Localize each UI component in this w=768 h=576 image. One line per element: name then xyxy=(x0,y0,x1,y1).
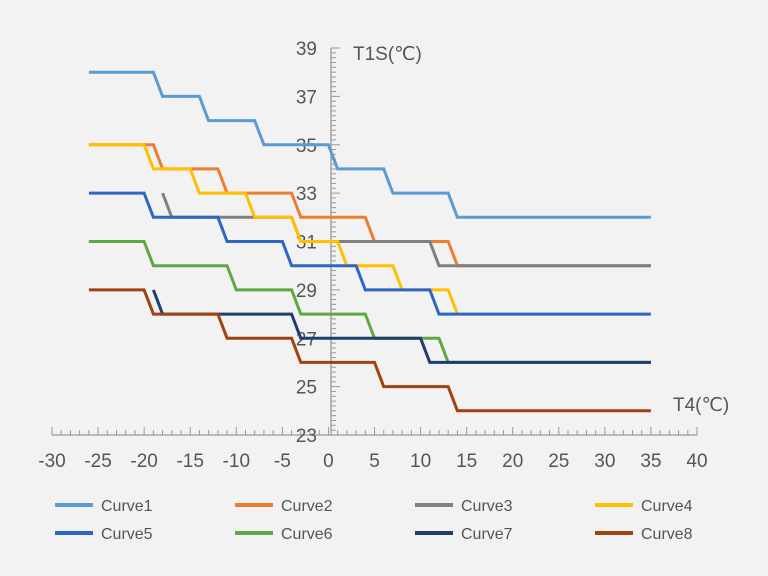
x-tick-label: -15 xyxy=(176,451,203,472)
series-layer xyxy=(88,70,651,413)
x-axis-title: T4(℃) xyxy=(673,395,729,416)
legend-label: Curve7 xyxy=(461,526,513,543)
legend-label: Curve8 xyxy=(641,526,693,543)
x-tick-label: 5 xyxy=(369,451,380,472)
x-tick-label: 10 xyxy=(410,451,431,472)
x-tick-label: -10 xyxy=(223,451,250,472)
x-tick-label: 15 xyxy=(456,451,477,472)
y-tick-label: 33 xyxy=(296,184,317,205)
y-axis-title: T1S(℃) xyxy=(353,44,422,65)
series-line-curve6 xyxy=(88,240,651,364)
x-tick-label: 40 xyxy=(686,451,707,472)
legend-label: Curve2 xyxy=(281,498,333,515)
legend: Curve1 Curve2 Curve3 Curve4 Curve5 Curve6 Curv… xyxy=(55,498,693,543)
legend-label: Curve5 xyxy=(101,526,153,543)
axes: -30 -25 -20 -15 -10 -5 0 5 10 15 20 25 30 35 402325272… xyxy=(38,39,707,472)
legend-label: Curve3 xyxy=(461,498,513,515)
series-line-curve8 xyxy=(88,288,651,413)
x-tick-label: -20 xyxy=(130,451,157,472)
x-tick-label: 30 xyxy=(594,451,615,472)
series-line-curve1 xyxy=(88,70,651,219)
legend-label: Curve6 xyxy=(281,526,333,543)
x-tick-label: 25 xyxy=(548,451,569,472)
y-tick-label: 25 xyxy=(296,378,317,399)
x-tick-label: 20 xyxy=(502,451,523,472)
legend-label: Curve4 xyxy=(641,498,693,515)
legend-label: Curve1 xyxy=(101,498,153,515)
series-line-curve4 xyxy=(88,143,459,315)
y-tick-label: 29 xyxy=(296,281,317,302)
y-tick-label: 23 xyxy=(296,426,317,447)
x-tick-label: -25 xyxy=(84,451,111,472)
x-tick-label: -30 xyxy=(38,451,65,472)
series-line-curve2 xyxy=(88,143,651,268)
x-tick-label: -5 xyxy=(274,451,291,472)
x-tick-label: 35 xyxy=(640,451,661,472)
x-tick-label: 0 xyxy=(323,451,334,472)
y-tick-label: 39 xyxy=(296,39,317,60)
y-tick-label: 37 xyxy=(296,87,317,108)
series-line-curve5 xyxy=(88,191,651,316)
